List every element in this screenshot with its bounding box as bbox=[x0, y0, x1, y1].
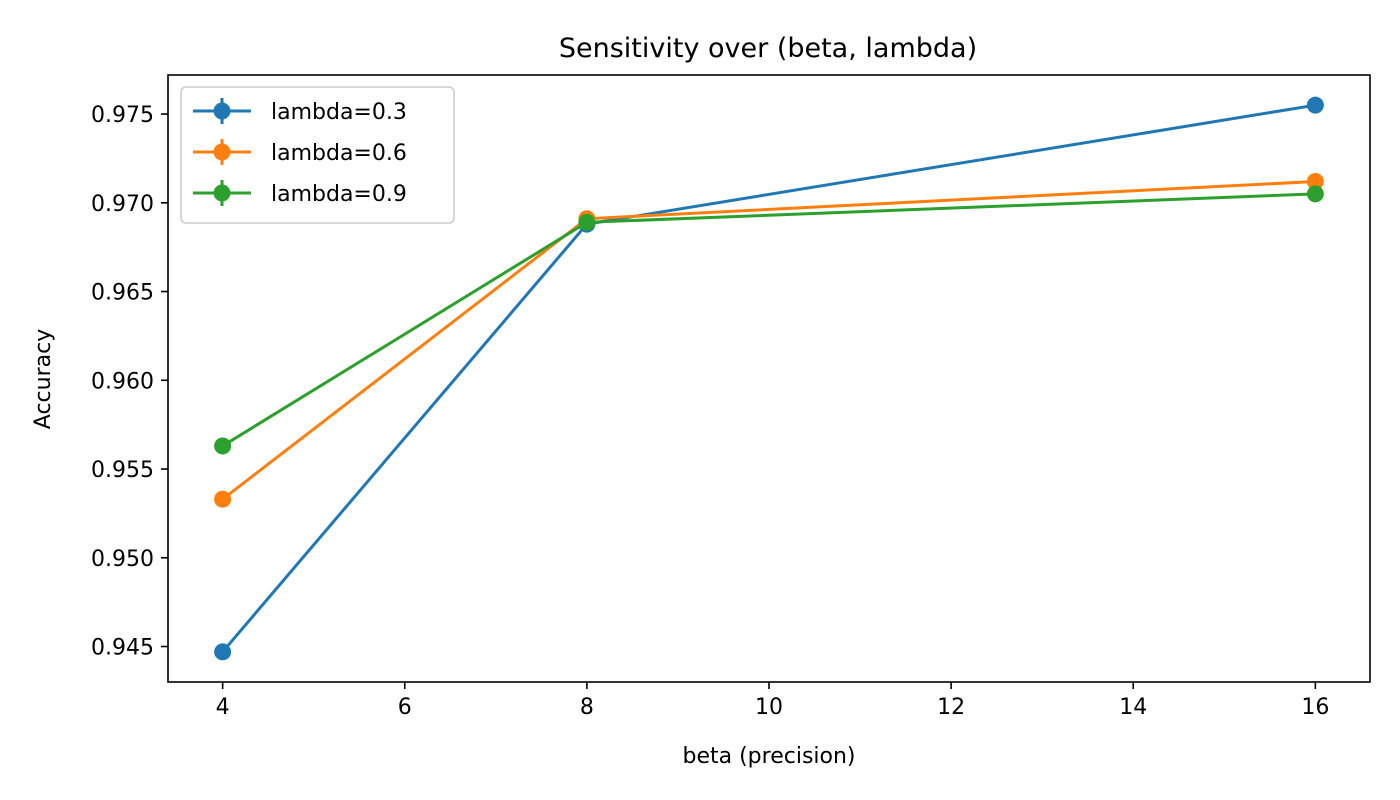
x-tick-label: 10 bbox=[755, 695, 783, 720]
x-tick-label: 16 bbox=[1301, 695, 1329, 720]
chart-title: Sensitivity over (beta, lambda) bbox=[559, 33, 977, 64]
x-tick-label: 8 bbox=[580, 695, 594, 720]
y-tick-label: 0.950 bbox=[91, 547, 154, 572]
y-tick-label: 0.970 bbox=[91, 192, 154, 217]
legend-marker bbox=[213, 143, 231, 161]
data-point bbox=[214, 490, 232, 508]
x-tick-label: 4 bbox=[216, 695, 230, 720]
y-tick-label: 0.960 bbox=[91, 369, 154, 394]
legend-label: lambda=0.6 bbox=[271, 141, 407, 166]
data-point bbox=[214, 437, 232, 455]
x-tick-label: 6 bbox=[398, 695, 412, 720]
legend-marker bbox=[213, 184, 231, 202]
y-tick-label: 0.975 bbox=[91, 103, 154, 128]
data-point bbox=[1306, 172, 1324, 190]
x-axis-label: beta (precision) bbox=[682, 744, 855, 769]
y-axis: 0.945 0.950 0.955 0.960 0.965 0.970 0.975 bbox=[91, 103, 168, 661]
legend-label: lambda=0.3 bbox=[271, 100, 407, 125]
x-tick-label: 12 bbox=[937, 695, 965, 720]
y-tick-label: 0.965 bbox=[91, 281, 154, 306]
legend-marker bbox=[213, 102, 231, 120]
plot-area bbox=[214, 96, 1324, 661]
data-point bbox=[1306, 96, 1324, 114]
x-tick-label: 14 bbox=[1119, 695, 1147, 720]
y-tick-label: 0.955 bbox=[91, 458, 154, 483]
y-axis-label: Accuracy bbox=[31, 329, 56, 429]
x-axis: 4 6 8 10 12 14 16 bbox=[216, 682, 1329, 720]
legend: lambda=0.3 lambda=0.6 lambda=0.9 bbox=[180, 86, 455, 224]
data-point bbox=[1306, 185, 1324, 203]
data-point bbox=[578, 213, 596, 231]
data-point bbox=[214, 643, 232, 661]
legend-label: lambda=0.9 bbox=[271, 182, 407, 207]
legend-box bbox=[180, 86, 455, 224]
y-tick-label: 0.945 bbox=[91, 636, 154, 661]
